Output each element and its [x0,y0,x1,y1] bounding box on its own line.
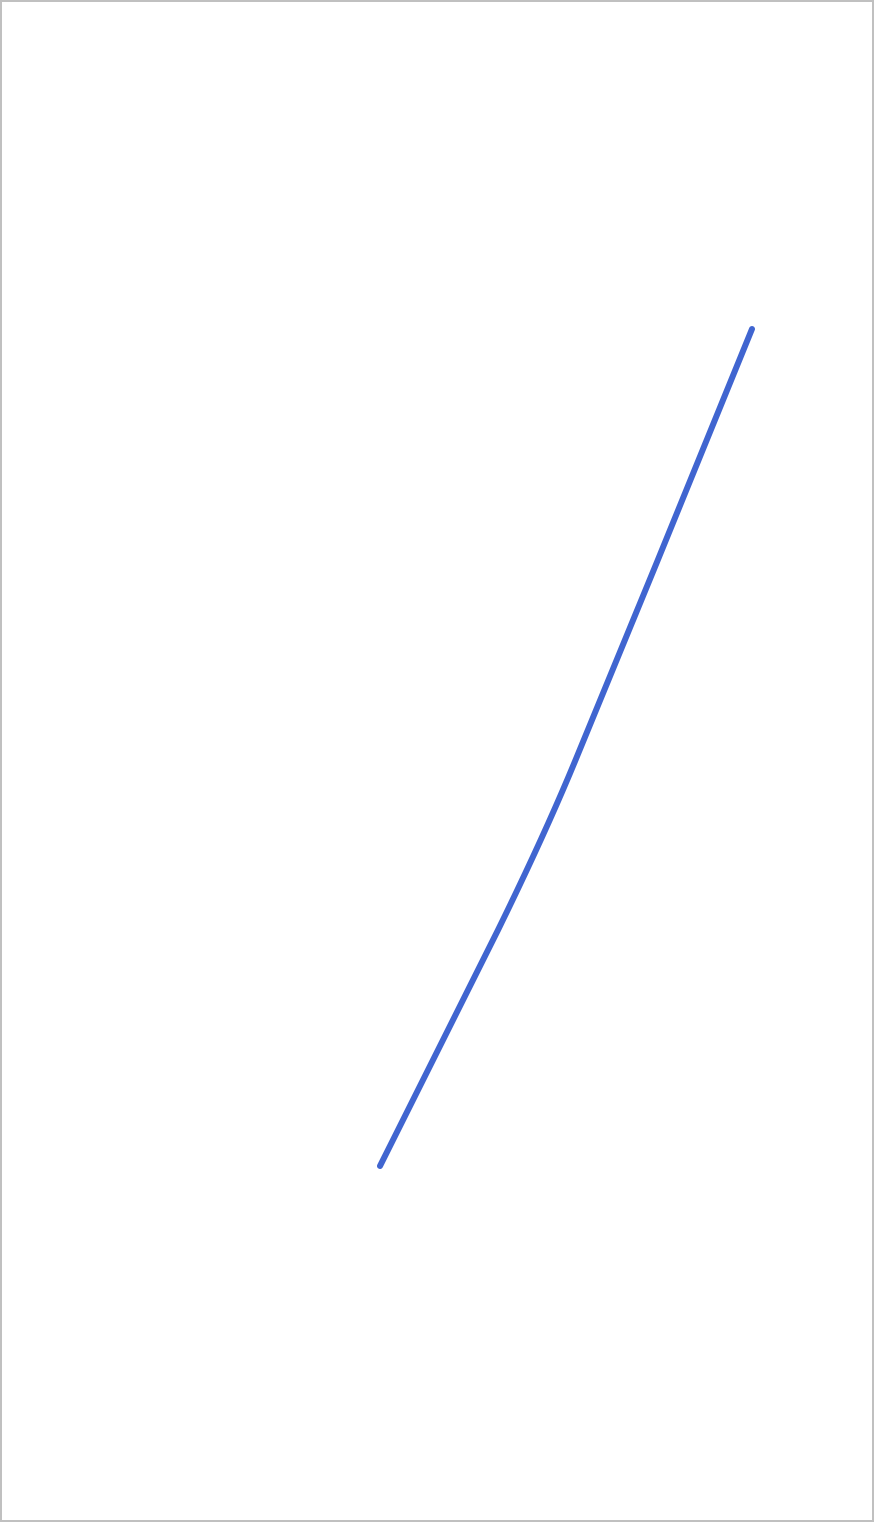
drawn-stroke[interactable] [377,326,755,1169]
